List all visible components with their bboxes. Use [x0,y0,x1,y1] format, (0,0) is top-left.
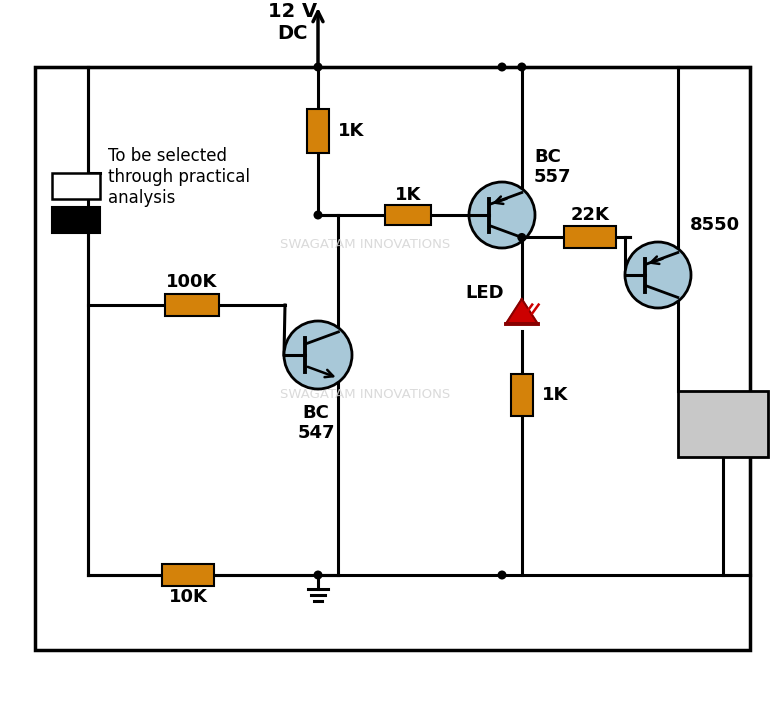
Bar [35,67,750,650]
Text: 1K: 1K [338,122,365,140]
Bar [385,205,431,225]
Circle shape [284,321,352,389]
Circle shape [625,242,691,308]
Polygon shape [506,299,538,324]
Bar [307,109,329,153]
Circle shape [517,63,526,71]
Text: ALARM: ALARM [684,415,761,434]
Bar [52,173,100,199]
Text: 22K: 22K [571,207,609,224]
Text: SWAGATAM INNOVATIONS: SWAGATAM INNOVATIONS [280,238,450,252]
Bar [52,207,100,233]
Text: BC
557: BC 557 [534,147,572,186]
Text: SWAGATAM INNOVATIONS: SWAGATAM INNOVATIONS [280,388,450,402]
Circle shape [498,570,506,580]
Bar [564,226,616,248]
Circle shape [314,211,322,219]
Text: 12 V
DC: 12 V DC [268,2,318,43]
Bar [511,374,533,416]
Text: BC
547: BC 547 [297,403,335,443]
Text: To be selected
through practical
analysis: To be selected through practical analysi… [108,147,250,207]
Text: LED: LED [465,284,504,302]
Bar [165,294,219,316]
Circle shape [314,570,322,580]
Bar [678,391,768,457]
Text: 10K: 10K [169,588,208,606]
Text: 100K: 100K [166,273,218,291]
Text: 1K: 1K [542,386,568,404]
Circle shape [517,233,526,242]
Circle shape [469,182,535,248]
Bar [162,564,214,586]
Circle shape [498,63,506,71]
Text: 8550: 8550 [690,216,740,234]
Circle shape [314,63,322,71]
Text: 1K: 1K [395,186,421,204]
